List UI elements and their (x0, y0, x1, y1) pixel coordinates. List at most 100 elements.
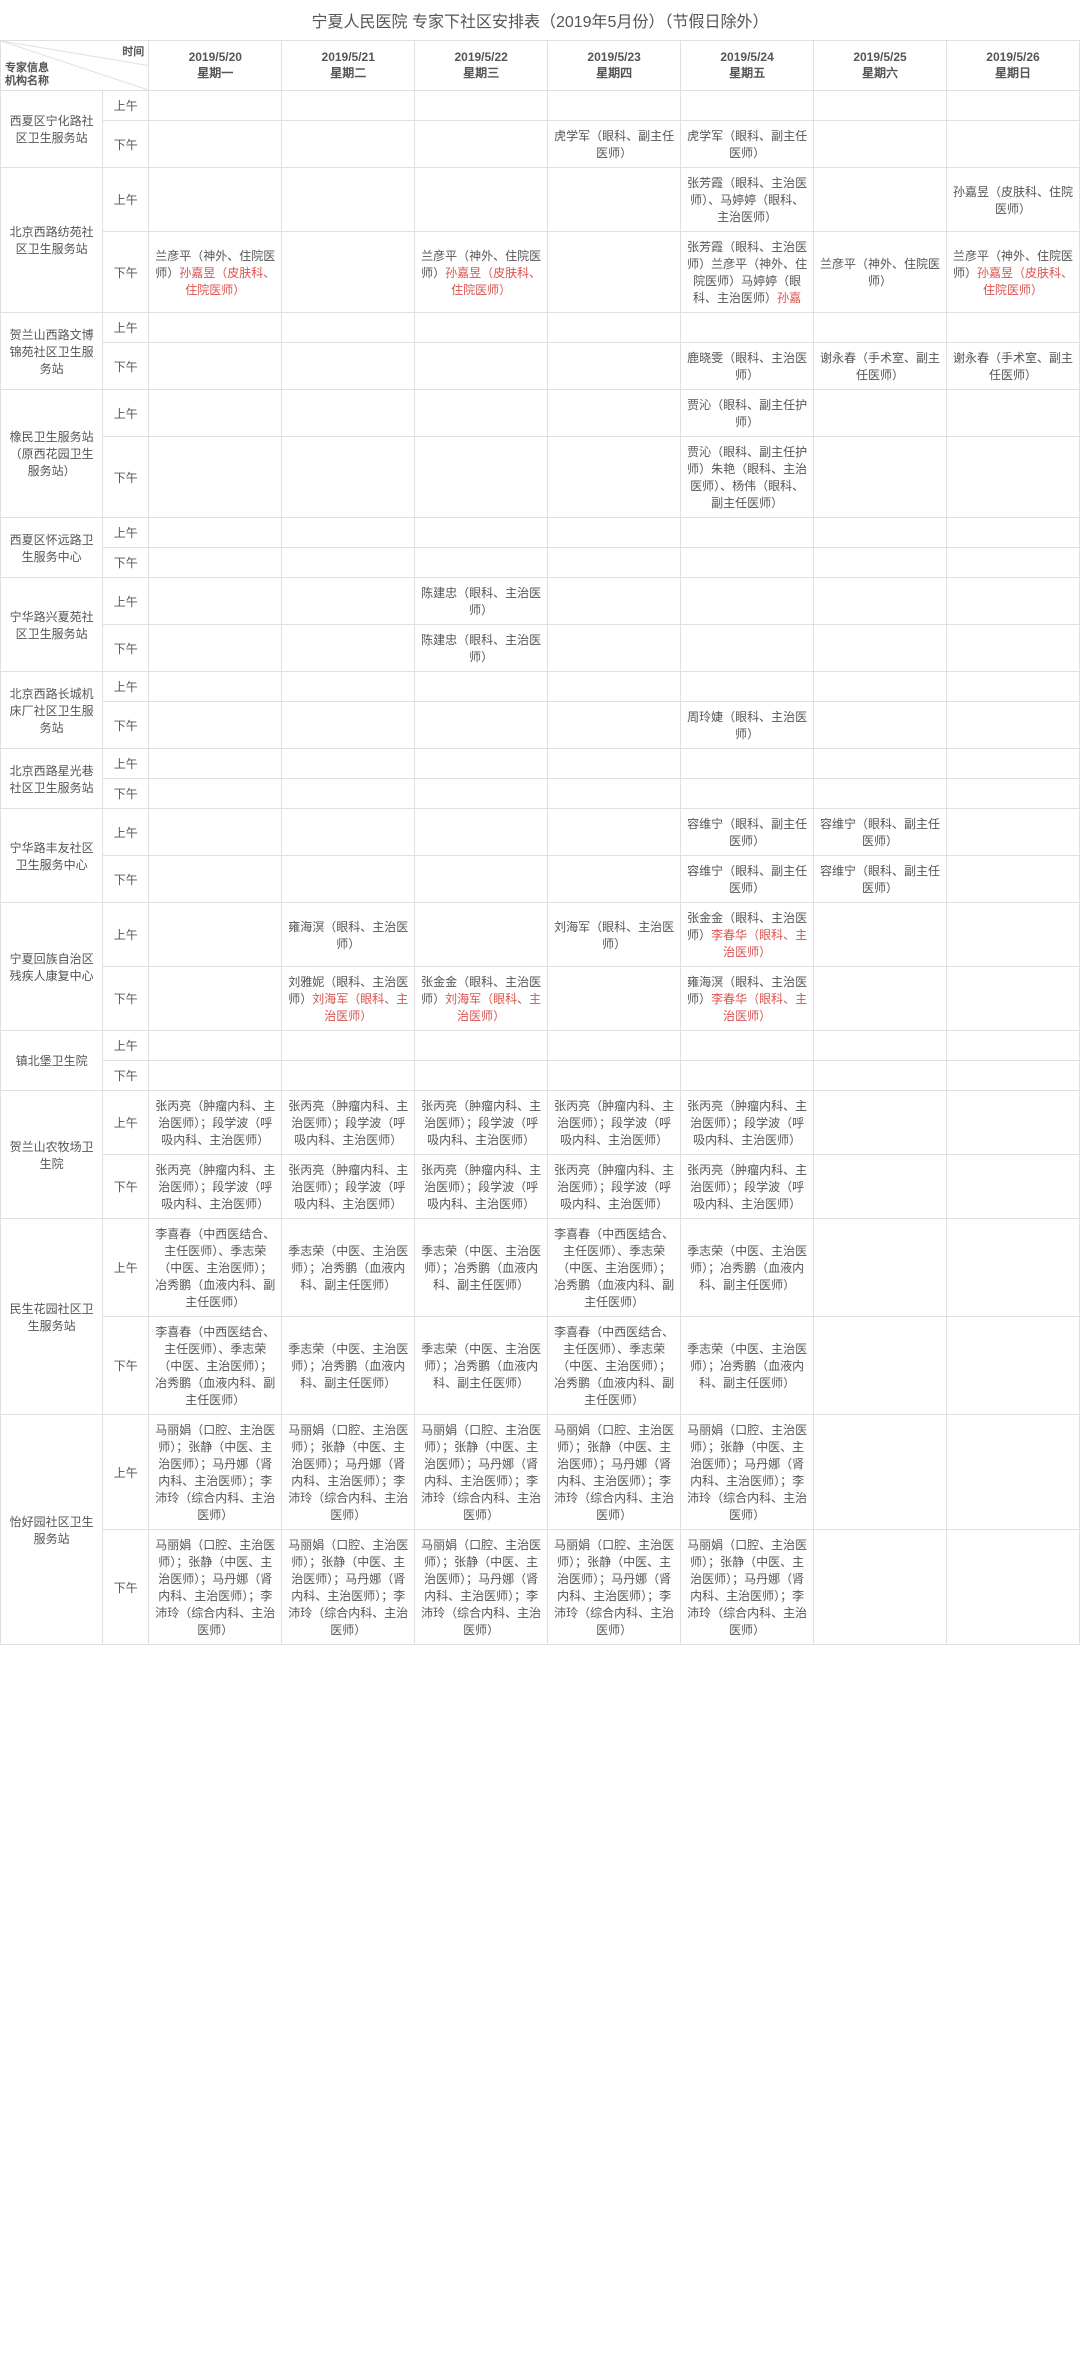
schedule-cell: 张丙亮（肿瘤内科、主治医师）；段学波（呼吸内科、主治医师） (149, 1155, 282, 1219)
table-row: 下午陈建忠（眼科、主治医师） (1, 625, 1080, 672)
schedule-cell (548, 232, 681, 313)
schedule-cell (681, 548, 814, 578)
schedule-cell (415, 390, 548, 437)
schedule-cell (681, 625, 814, 672)
schedule-cell (814, 121, 947, 168)
schedule-cell: 马丽娟（口腔、主治医师）；张静（中医、主治医师）；马丹娜（肾内科、主治医师）；李… (149, 1415, 282, 1530)
schedule-cell (149, 313, 282, 343)
schedule-cell (415, 437, 548, 518)
org-name-cell: 民生花园社区卫生服务站 (1, 1219, 103, 1415)
schedule-cell: 季志荣（中医、主治医师）；冶秀鹏（血液内科、副主任医师） (415, 1219, 548, 1317)
table-row: 西夏区怀远路卫生服务中心上午 (1, 518, 1080, 548)
schedule-cell (814, 702, 947, 749)
schedule-cell (415, 702, 548, 749)
schedule-cell (149, 168, 282, 232)
schedule-cell (149, 343, 282, 390)
table-row: 宁夏回族自治区残疾人康复中心上午雍海溟（眼科、主治医师）刘海军（眼科、主治医师）… (1, 903, 1080, 967)
schedule-cell (282, 809, 415, 856)
schedule-cell: 马丽娟（口腔、主治医师）；张静（中医、主治医师）；马丹娜（肾内科、主治医师）；李… (548, 1530, 681, 1645)
schedule-cell (814, 1317, 947, 1415)
schedule-cell (947, 625, 1080, 672)
schedule-cell (149, 121, 282, 168)
schedule-cell (548, 91, 681, 121)
schedule-cell: 张丙亮（肿瘤内科、主治医师）；段学波（呼吸内科、主治医师） (282, 1155, 415, 1219)
table-row: 下午李喜春（中西医结合、主任医师）、季志荣（中医、主治医师）；冶秀鹏（血液内科、… (1, 1317, 1080, 1415)
schedule-cell (814, 91, 947, 121)
schedule-cell: 贾沁（眼科、副主任护师）朱艳（眼科、主治医师）、杨伟（眼科、副主任医师） (681, 437, 814, 518)
schedule-cell (282, 548, 415, 578)
schedule-cell (149, 437, 282, 518)
period-cell-pm: 下午 (103, 437, 149, 518)
schedule-cell: 季志荣（中医、主治医师）；冶秀鹏（血液内科、副主任医师） (282, 1317, 415, 1415)
schedule-cell: 张丙亮（肿瘤内科、主治医师）；段学波（呼吸内科、主治医师） (282, 1091, 415, 1155)
schedule-cell (814, 1530, 947, 1645)
schedule-cell: 陈建忠（眼科、主治医师） (415, 578, 548, 625)
schedule-cell (282, 578, 415, 625)
schedule-cell: 马丽娟（口腔、主治医师）；张静（中医、主治医师）；马丹娜（肾内科、主治医师）；李… (681, 1530, 814, 1645)
schedule-cell (814, 749, 947, 779)
schedule-cell: 刘雅妮（眼科、主治医师）刘海军（眼科、主治医师） (282, 967, 415, 1031)
schedule-cell (947, 1091, 1080, 1155)
period-cell-am: 上午 (103, 749, 149, 779)
date-header: 2019/5/25星期六 (814, 41, 947, 91)
schedule-cell (814, 1061, 947, 1091)
schedule-cell (149, 856, 282, 903)
schedule-cell (814, 168, 947, 232)
schedule-cell (947, 1031, 1080, 1061)
schedule-cell: 贾沁（眼科、副主任护师） (681, 390, 814, 437)
org-name-cell: 西夏区怀远路卫生服务中心 (1, 518, 103, 578)
period-cell-pm: 下午 (103, 121, 149, 168)
org-name-cell: 宁华路兴夏苑社区卫生服务站 (1, 578, 103, 672)
schedule-cell: 马丽娟（口腔、主治医师）；张静（中医、主治医师）；马丹娜（肾内科、主治医师）；李… (415, 1530, 548, 1645)
schedule-cell (947, 702, 1080, 749)
schedule-cell: 刘海军（眼科、主治医师） (548, 903, 681, 967)
table-row: 北京西路纺苑社区卫生服务站上午张芳霞（眼科、主治医师）、马婷婷（眼科、主治医师）… (1, 168, 1080, 232)
schedule-cell (548, 672, 681, 702)
schedule-cell (282, 702, 415, 749)
schedule-cell (548, 518, 681, 548)
schedule-cell (282, 232, 415, 313)
schedule-cell (947, 856, 1080, 903)
period-cell-pm: 下午 (103, 1061, 149, 1091)
schedule-cell (947, 1317, 1080, 1415)
schedule-cell: 李喜春（中西医结合、主任医师）、季志荣（中医、主治医师）；冶秀鹏（血液内科、副主… (548, 1219, 681, 1317)
schedule-cell (814, 1415, 947, 1530)
period-cell-am: 上午 (103, 1031, 149, 1061)
schedule-cell (947, 91, 1080, 121)
table-row: 北京西路长城机床厂社区卫生服务站上午 (1, 672, 1080, 702)
schedule-cell (947, 390, 1080, 437)
schedule-cell (149, 1031, 282, 1061)
table-row: 下午 (1, 779, 1080, 809)
schedule-cell (548, 578, 681, 625)
table-row: 下午马丽娟（口腔、主治医师）；张静（中医、主治医师）；马丹娜（肾内科、主治医师）… (1, 1530, 1080, 1645)
schedule-cell (814, 313, 947, 343)
schedule-cell (282, 779, 415, 809)
schedule-cell (947, 1530, 1080, 1645)
period-cell-am: 上午 (103, 313, 149, 343)
period-cell-am: 上午 (103, 578, 149, 625)
schedule-cell (947, 548, 1080, 578)
schedule-cell: 容维宁（眼科、副主任医师） (814, 856, 947, 903)
org-name-cell: 西夏区宁化路社区卫生服务站 (1, 91, 103, 168)
org-name-cell: 北京西路长城机床厂社区卫生服务站 (1, 672, 103, 749)
table-row: 民生花园社区卫生服务站上午李喜春（中西医结合、主任医师）、季志荣（中医、主治医师… (1, 1219, 1080, 1317)
schedule-cell (548, 390, 681, 437)
schedule-cell: 季志荣（中医、主治医师）；冶秀鹏（血液内科、副主任医师） (681, 1219, 814, 1317)
schedule-cell: 李喜春（中西医结合、主任医师）、季志荣（中医、主治医师）；冶秀鹏（血液内科、副主… (149, 1317, 282, 1415)
schedule-cell (548, 1061, 681, 1091)
schedule-cell: 张丙亮（肿瘤内科、主治医师）；段学波（呼吸内科、主治医师） (149, 1091, 282, 1155)
schedule-cell (415, 672, 548, 702)
schedule-cell (548, 779, 681, 809)
period-cell-pm: 下午 (103, 1317, 149, 1415)
schedule-cell: 孙嘉昱（皮肤科、住院医师） (947, 168, 1080, 232)
schedule-cell (282, 625, 415, 672)
schedule-cell (149, 518, 282, 548)
table-row: 宁华路丰友社区卫生服务中心上午容维宁（眼科、副主任医师）容维宁（眼科、副主任医师… (1, 809, 1080, 856)
schedule-cell (149, 672, 282, 702)
schedule-cell (947, 1155, 1080, 1219)
table-row: 下午鹿晓雯（眼科、主治医师）谢永春（手术室、副主任医师）谢永春（手术室、副主任医… (1, 343, 1080, 390)
schedule-cell (814, 548, 947, 578)
schedule-cell: 季志荣（中医、主治医师）；冶秀鹏（血液内科、副主任医师） (415, 1317, 548, 1415)
schedule-cell (814, 779, 947, 809)
period-cell-am: 上午 (103, 168, 149, 232)
